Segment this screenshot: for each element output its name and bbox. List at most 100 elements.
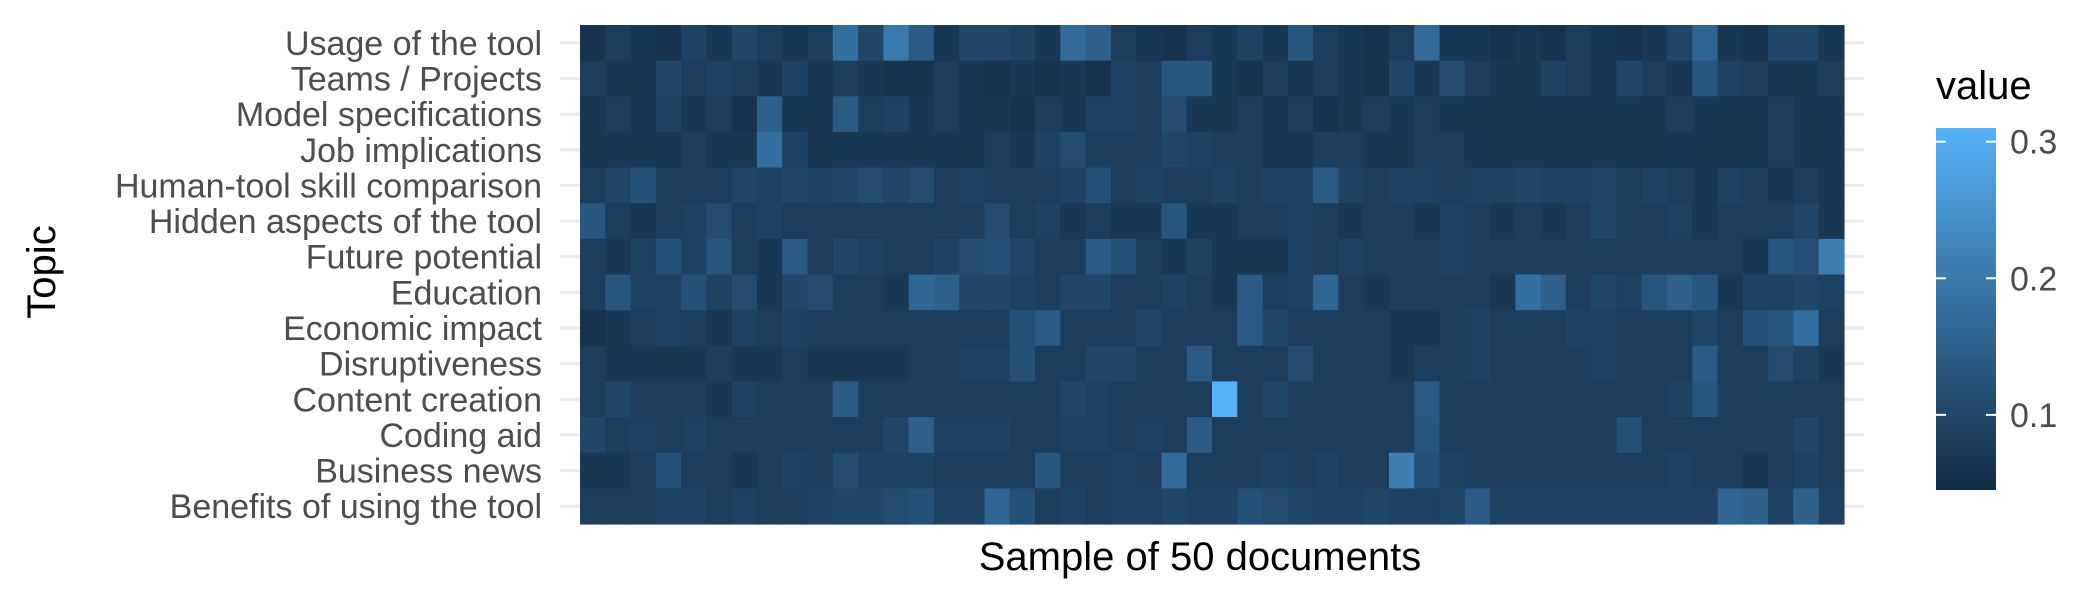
- heatmap-cell: [1237, 238, 1264, 276]
- heatmap-cell: [1338, 488, 1365, 525]
- heatmap-cell: [756, 274, 783, 311]
- heatmap-cell: [655, 310, 682, 347]
- heatmap-cell: [1085, 203, 1112, 240]
- heatmap-cell: [1262, 417, 1289, 454]
- heatmap-cell: [655, 417, 682, 454]
- heatmap-cell: [1515, 417, 1542, 454]
- heatmap-cell: [1136, 203, 1163, 240]
- y-tick-label: Hidden aspects of the tool: [149, 203, 542, 241]
- heatmap-cell: [580, 25, 606, 62]
- heatmap-cell: [807, 310, 834, 347]
- heatmap-cell: [1565, 274, 1592, 311]
- heatmap-cell: [1692, 203, 1719, 240]
- heatmap-cell: [1212, 96, 1238, 133]
- heatmap-cell: [1742, 167, 1769, 204]
- heatmap-cell: [655, 60, 682, 97]
- heatmap-cell: [858, 310, 884, 347]
- heatmap-cell: [1641, 167, 1668, 204]
- heatmap-cell: [1060, 274, 1087, 311]
- heatmap-cell: [1540, 25, 1567, 62]
- heatmap-cell: [731, 274, 758, 311]
- heatmap-cell: [1338, 381, 1365, 418]
- heatmap-cell: [1338, 238, 1365, 276]
- heatmap-cell: [1388, 417, 1415, 454]
- heatmap-cell: [731, 310, 758, 347]
- heatmap-cell: [1136, 167, 1163, 204]
- y-tick-label: Disruptiveness: [319, 346, 542, 384]
- heatmap-cell: [883, 60, 910, 97]
- heatmap-cell: [1439, 60, 1466, 97]
- heatmap-cell: [1818, 452, 1845, 489]
- heatmap-cell: [1667, 203, 1693, 240]
- heatmap-cell: [1085, 488, 1112, 525]
- heatmap-cell: [1439, 345, 1466, 383]
- heatmap-cell: [1439, 452, 1466, 489]
- heatmap-cell: [858, 417, 884, 454]
- heatmap-cell: [1363, 131, 1390, 169]
- heatmap-cell: [1287, 488, 1314, 525]
- heatmap-cell: [1742, 96, 1769, 133]
- heatmap-cell: [1085, 417, 1112, 454]
- heatmap-cell: [1768, 25, 1795, 62]
- heatmap-cell: [1540, 167, 1567, 204]
- heatmap-cell: [1212, 238, 1238, 276]
- heatmap-cell: [1692, 60, 1719, 97]
- heatmap-cell: [655, 488, 682, 525]
- heatmap-cell: [655, 96, 682, 133]
- heatmap-cell: [858, 60, 884, 97]
- heatmap-cell: [1212, 488, 1238, 525]
- heatmap-cell: [706, 60, 733, 97]
- heatmap-cell: [1717, 417, 1744, 454]
- heatmap-cell: [731, 25, 758, 62]
- heatmap-cell: [1313, 274, 1339, 311]
- heatmap-cell: [1616, 96, 1643, 133]
- heatmap-cell: [1212, 452, 1238, 489]
- heatmap-cell: [605, 345, 632, 383]
- heatmap-cell: [1692, 417, 1719, 454]
- heatmap-cell: [883, 203, 910, 240]
- heatmap-cell: [1186, 25, 1213, 62]
- heatmap-cell: [1060, 203, 1087, 240]
- heatmap-cell: [1035, 238, 1061, 276]
- heatmap-cell: [630, 238, 657, 276]
- heatmap-cell: [1464, 310, 1491, 347]
- heatmap-cell: [1565, 167, 1592, 204]
- heatmap-cell: [832, 274, 859, 311]
- heatmap-cell: [706, 96, 733, 133]
- heatmap-cell: [1161, 25, 1188, 62]
- heatmap-cell: [1591, 131, 1618, 169]
- heatmap-cell: [605, 452, 632, 489]
- heatmap-cell: [1287, 60, 1314, 97]
- heatmap-cell: [1768, 345, 1795, 383]
- heatmap-cell: [858, 238, 884, 276]
- heatmap-cell: [630, 488, 657, 525]
- heatmap-cell: [1742, 131, 1769, 169]
- heatmap-cell: [984, 25, 1011, 62]
- heatmap-cell: [1667, 381, 1693, 418]
- heatmap-cell: [1490, 452, 1516, 489]
- heatmap-cell: [883, 25, 910, 62]
- heatmap-cell: [580, 417, 606, 454]
- heatmap-cell: [756, 131, 783, 169]
- heatmap-cell: [580, 60, 606, 97]
- heatmap-cell: [1035, 452, 1061, 489]
- heatmap-cell: [883, 381, 910, 418]
- heatmap-cell: [782, 452, 809, 489]
- heatmap-cell: [1161, 274, 1188, 311]
- heatmap-cell: [1565, 310, 1592, 347]
- heatmap-cell: [1313, 238, 1339, 276]
- heatmap-cell: [1237, 25, 1264, 62]
- heatmap-cell: [630, 274, 657, 311]
- heatmap-cell: [1313, 488, 1339, 525]
- heatmap-cell: [858, 131, 884, 169]
- heatmap-cell: [1641, 203, 1668, 240]
- heatmap-cell: [1565, 25, 1592, 62]
- heatmap-cell: [1565, 238, 1592, 276]
- heatmap-cell: [1515, 96, 1542, 133]
- heatmap-cell: [605, 310, 632, 347]
- heatmap-cell: [782, 345, 809, 383]
- heatmap-cell: [1363, 310, 1390, 347]
- heatmap-cell: [1161, 381, 1188, 418]
- heatmap-cell: [1591, 345, 1618, 383]
- y-tick-label: Future potential: [306, 239, 542, 277]
